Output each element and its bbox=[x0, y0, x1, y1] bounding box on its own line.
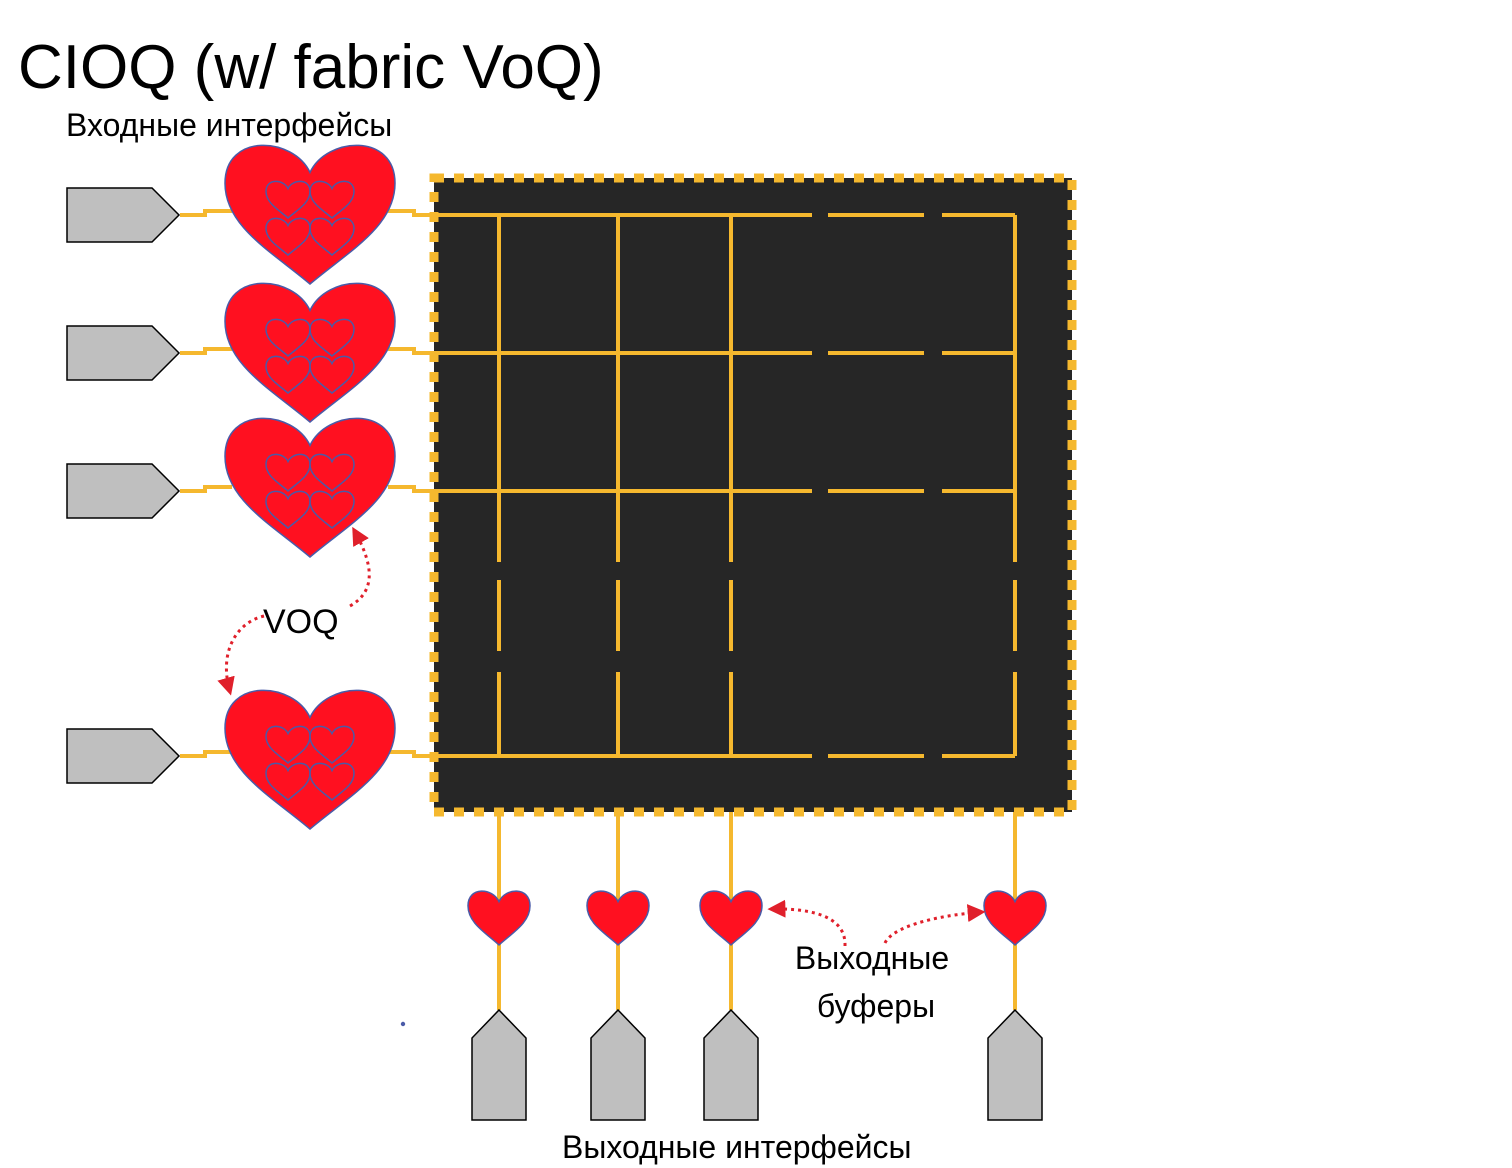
output-buffers-annotation-arrow bbox=[883, 904, 986, 944]
voq-queue-heart-icon bbox=[265, 180, 311, 219]
output-buffer-heart-icon bbox=[699, 890, 763, 947]
output-buffer-heart-icon bbox=[586, 890, 650, 947]
output-buffer-heart-icon bbox=[983, 890, 1047, 947]
voq-annotation-arrow bbox=[349, 526, 371, 608]
output-port-icon bbox=[471, 1008, 527, 1121]
input-port-icon bbox=[66, 728, 181, 784]
input-port-icon bbox=[66, 325, 181, 381]
output-port-icon bbox=[590, 1008, 646, 1121]
stray-dot bbox=[400, 1021, 406, 1027]
output-interfaces-label: Выходные интерфейсы bbox=[562, 1129, 912, 1165]
crossbar-grid bbox=[438, 213, 1017, 758]
voq-queue-heart-icon bbox=[265, 762, 311, 801]
input-interfaces-label: Входные интерфейсы bbox=[66, 107, 392, 143]
output-port-icon bbox=[987, 1008, 1043, 1121]
output-buffers-label: Выходные bbox=[795, 940, 949, 976]
voq-queue-heart-icon bbox=[309, 180, 355, 219]
fabric-input-wire bbox=[388, 347, 438, 355]
fabric-input-wire bbox=[388, 485, 438, 493]
input-wire bbox=[180, 209, 232, 217]
output-ports bbox=[471, 1008, 1043, 1121]
input-ports bbox=[66, 187, 181, 784]
switch-fabric bbox=[429, 173, 1077, 817]
voq-queue-heart-icon bbox=[309, 725, 355, 764]
voq-heart-icon bbox=[224, 282, 396, 423]
input-port-icon bbox=[66, 463, 181, 519]
voq-queue-heart-icon bbox=[309, 217, 355, 256]
input-wire bbox=[180, 347, 232, 355]
output-buffer-heart-icon bbox=[467, 890, 531, 947]
voq-queue-heart-icon bbox=[265, 453, 311, 492]
voq-heart-icon bbox=[224, 417, 396, 558]
voq-annotation-arrow bbox=[217, 614, 265, 696]
page-title: CIOQ (w/ fabric VoQ) bbox=[18, 33, 604, 102]
voq-queue-heart-icon bbox=[265, 318, 311, 357]
output-buffers bbox=[467, 890, 1047, 947]
voq-queue-heart-icon bbox=[309, 355, 355, 394]
fabric-input-wire bbox=[388, 209, 438, 217]
input-wire bbox=[180, 750, 232, 758]
voq-heart-icon bbox=[224, 144, 396, 285]
voq-queue-heart-icon bbox=[265, 355, 311, 394]
voq-queue-heart-icon bbox=[309, 762, 355, 801]
voq-queue-heart-icon bbox=[265, 490, 311, 529]
output-buffers-annotation-arrow bbox=[767, 899, 847, 947]
voq-queue-heart-icon bbox=[265, 217, 311, 256]
voq-label: VOQ bbox=[263, 603, 339, 641]
voq-queue-heart-icon bbox=[309, 453, 355, 492]
input-wire bbox=[180, 485, 232, 493]
voq-queue-heart-icon bbox=[265, 725, 311, 764]
output-buffers-label: буферы bbox=[817, 988, 935, 1024]
voq-heart-icon bbox=[224, 689, 396, 830]
output-port-icon bbox=[703, 1008, 759, 1121]
voq-buffers bbox=[224, 144, 396, 830]
voq-queue-heart-icon bbox=[309, 490, 355, 529]
fabric-input-wire bbox=[388, 750, 438, 758]
switch-fabric-body bbox=[429, 173, 1077, 817]
input-port-icon bbox=[66, 187, 181, 243]
voq-queue-heart-icon bbox=[309, 318, 355, 357]
